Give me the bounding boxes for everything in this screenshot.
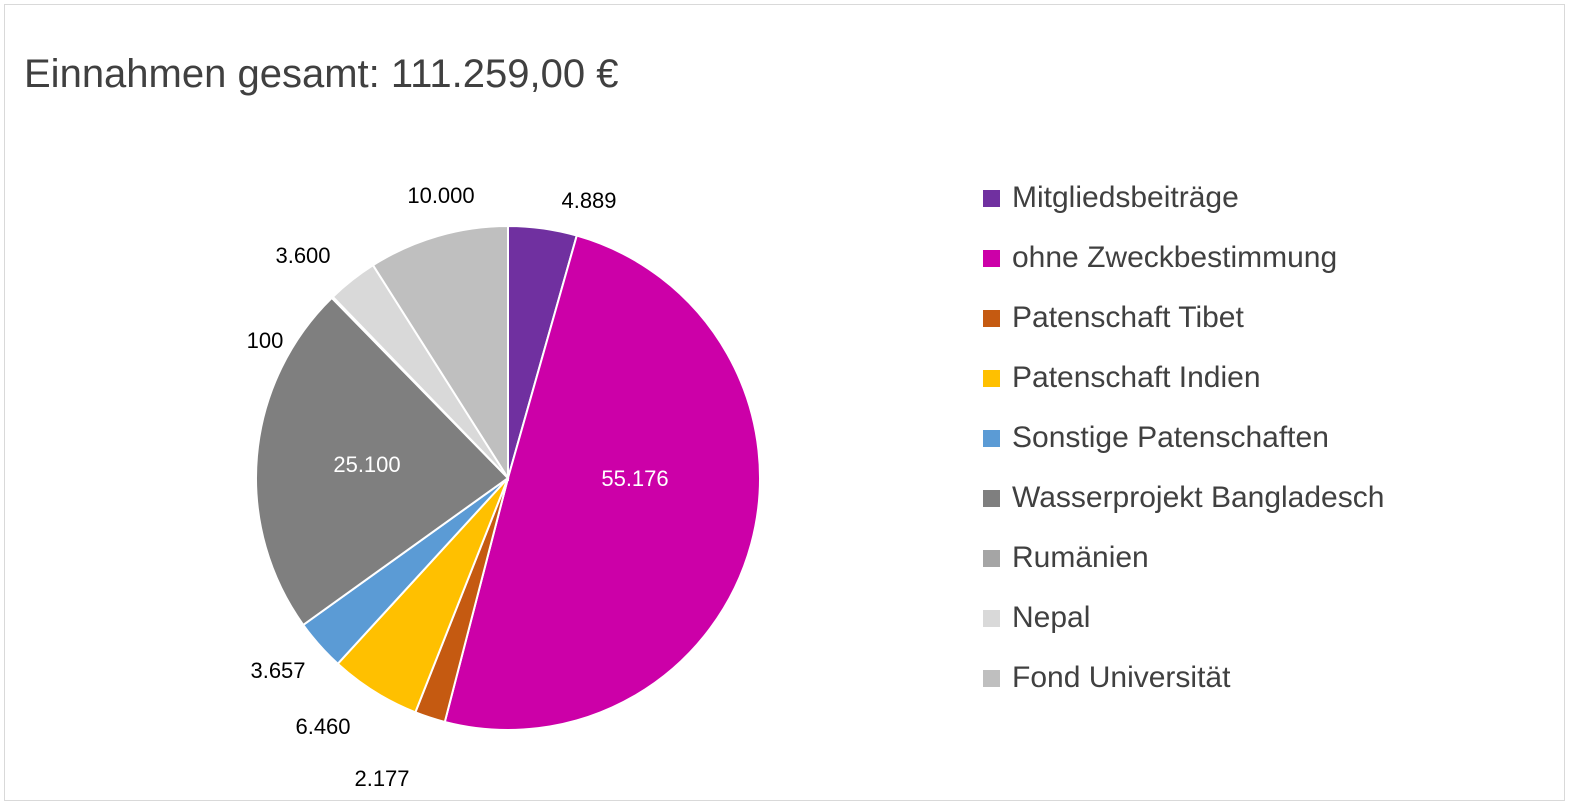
legend-label: Nepal [1012,601,1091,634]
legend-swatch [983,489,1000,507]
legend-item[interactable]: Patenschaft Tibet [983,288,1384,348]
legend-swatch [983,429,1000,447]
data-label-7: 3.600 [275,243,330,268]
legend: Mitgliedsbeiträge ohne Zweckbestimmung Pat… [983,168,1384,708]
legend-swatch [983,189,1000,207]
legend-label: Mitgliedsbeiträge [1012,181,1239,214]
legend-swatch [983,549,1000,567]
legend-item[interactable]: ohne Zweckbestimmung [983,228,1384,288]
data-label-4: 3.657 [250,658,305,683]
data-label-5: 25.100 [333,452,400,477]
legend-swatch [983,669,1000,687]
data-label-3: 6.460 [295,714,350,739]
legend-swatch [983,369,1000,387]
data-label-6: 100 [247,328,284,353]
legend-swatch [983,249,1000,267]
pie-slice-8[interactable] [371,224,509,482]
chart-area [4,4,1565,801]
legend-item[interactable]: Nepal [983,588,1384,648]
legend-item[interactable]: Sonstige Patenschaften [983,408,1384,468]
legend-item[interactable]: Rumänien [983,528,1384,588]
legend-label: Fond Universität [1012,661,1231,694]
legend-item[interactable]: Fond Universität [983,648,1384,708]
pie-slice-5[interactable] [255,296,510,627]
legend-label: Rumänien [1012,541,1149,574]
legend-item[interactable]: Mitgliedsbeiträge [983,168,1384,228]
legend-item[interactable]: Wasserprojekt Bangladesch [983,468,1384,528]
data-label-0: 4.889 [561,188,616,213]
legend-label: Sonstige Patenschaften [1012,421,1329,454]
legend-label: Patenschaft Tibet [1012,301,1244,334]
data-label-8: 10.000 [407,183,474,208]
legend-item[interactable]: Patenschaft Indien [983,348,1384,408]
legend-label: Wasserprojekt Bangladesch [1012,481,1385,514]
data-label-1: 55.176 [601,466,668,491]
legend-swatch [983,609,1000,627]
data-label-2: 2.177 [354,766,409,791]
legend-label: Patenschaft Indien [1012,361,1261,394]
chart-title: Einnahmen gesamt: 111.259,00 € [24,52,619,96]
legend-label: ohne Zweckbestimmung [1012,241,1338,274]
legend-swatch [983,309,1000,327]
pie-slice-1[interactable] [443,234,762,732]
